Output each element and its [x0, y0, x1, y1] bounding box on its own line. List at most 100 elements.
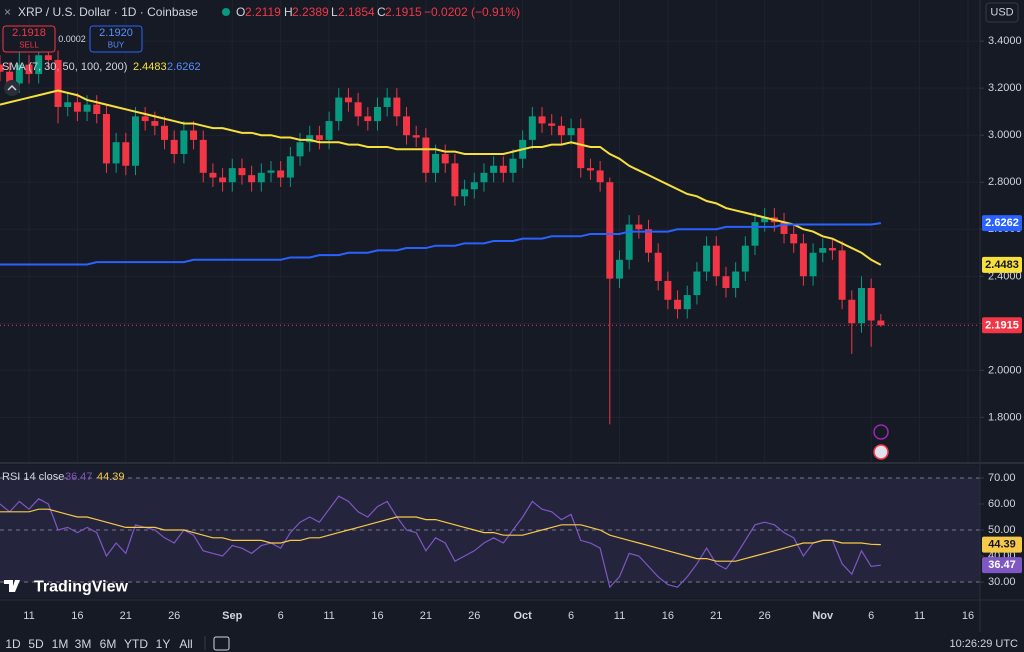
ohlc-label: O — [236, 5, 245, 19]
clock: 10:26:29 UTC — [950, 638, 1019, 650]
candle-body — [364, 116, 372, 122]
rsi-tick-label: 30.00 — [988, 576, 1016, 588]
candle-body — [654, 252, 662, 281]
candle-body — [703, 245, 711, 272]
candle-body — [683, 295, 691, 310]
x-tick-label: 16 — [71, 610, 83, 622]
candle-body — [664, 280, 672, 300]
candle-body — [83, 104, 91, 112]
candle-body — [412, 135, 420, 138]
rsi-tick-label: 70.00 — [988, 472, 1016, 484]
ohlc-value: 2.2389 — [292, 5, 329, 19]
buy-button[interactable] — [89, 25, 143, 53]
candle-body — [325, 121, 333, 140]
flag-icon[interactable] — [873, 444, 889, 460]
candle-body — [151, 121, 159, 126]
ohlc-label: C — [377, 5, 386, 19]
candle-body — [64, 102, 72, 107]
candle-body — [857, 288, 865, 324]
x-tick-label: 11 — [614, 610, 625, 622]
price-tag-label: 36.47 — [988, 559, 1016, 571]
y-tick-label: 3.2000 — [988, 82, 1022, 94]
candle-body — [44, 55, 52, 60]
axis-layer: 11 16 21 26 Sep 6 11 16 21 26 Oct 6 11 16 21 26 Nov 6 11 16… — [23, 35, 1022, 622]
timeframe-button[interactable]: YTD — [124, 637, 148, 651]
candle-body — [432, 154, 440, 173]
price-tag — [982, 317, 1022, 334]
rsi-tick-label: 60.00 — [988, 498, 1016, 510]
candle-body — [645, 229, 653, 253]
price-tag — [982, 215, 1022, 232]
candle-body — [373, 106, 381, 122]
candle-body — [828, 248, 836, 251]
candle-body — [354, 102, 362, 117]
candle-body — [722, 276, 730, 289]
candle-body — [867, 288, 875, 321]
timeframe-button[interactable]: 3M — [75, 637, 92, 651]
collapse-button[interactable] — [4, 80, 20, 96]
candle-body — [693, 271, 701, 296]
candle-body — [586, 168, 594, 171]
x-tick-label: 16 — [662, 610, 674, 622]
candle-body — [102, 114, 110, 164]
sma-value: 2.4483 — [133, 61, 167, 73]
candle-body — [577, 128, 585, 169]
x-tick-label: 21 — [710, 610, 722, 622]
x-tick-label: 16 — [371, 610, 383, 622]
logo: TradingView — [34, 579, 129, 596]
candle-body — [25, 64, 33, 75]
collapse-icon — [7, 84, 17, 91]
candle-body — [0, 64, 4, 72]
candle-body — [615, 259, 623, 279]
candle-body — [674, 299, 682, 310]
candle-body — [809, 252, 817, 277]
rsi-band — [0, 478, 980, 582]
timeframe-button[interactable]: 1Y — [156, 637, 171, 651]
candle-body — [490, 165, 498, 173]
candle-body — [277, 170, 285, 178]
candle-body — [625, 224, 633, 260]
timeframe-button[interactable]: 5D — [28, 637, 44, 651]
timeframe-button[interactable]: 1M — [52, 637, 69, 651]
x-tick-label: 11 — [323, 610, 334, 622]
candle-body — [741, 245, 749, 272]
candle-body — [286, 156, 294, 178]
ohlc-value: 2.1854 — [338, 5, 375, 19]
calendar-icon[interactable] — [213, 636, 230, 651]
price-tag — [982, 557, 1022, 574]
candle-body — [335, 97, 343, 122]
candle-body — [209, 172, 217, 178]
candle-body — [567, 128, 575, 136]
logo-icon — [4, 580, 20, 592]
y-tick-label: 3.4000 — [988, 35, 1022, 47]
close-icon[interactable]: × — [4, 5, 11, 19]
currency-button[interactable] — [985, 2, 1019, 23]
event-icon[interactable] — [873, 424, 889, 440]
candle-body — [480, 172, 488, 183]
sell-button[interactable] — [2, 25, 56, 53]
candle-body — [635, 224, 643, 230]
candle-body — [548, 123, 556, 126]
candle-body — [6, 71, 14, 84]
x-tick-label: 16 — [962, 610, 974, 622]
rsi-pane — [0, 465, 980, 598]
x-tick-label: Sep — [222, 610, 242, 622]
candle-body — [306, 135, 314, 143]
x-tick-label: Oct — [514, 610, 533, 622]
timeframe-button[interactable]: 1D — [5, 637, 21, 651]
timeframe-button[interactable]: 6M — [100, 637, 117, 651]
candle-body — [848, 299, 856, 324]
sma-value: 2.6262 — [167, 61, 201, 73]
candle-body — [35, 55, 43, 75]
candle-body — [267, 170, 275, 173]
x-tick-label: 26 — [168, 610, 180, 622]
rsi-ma-value: 44.39 — [97, 471, 125, 483]
timeframe-button[interactable]: All — [179, 637, 192, 651]
candle-body — [422, 137, 430, 173]
market-status — [222, 8, 230, 16]
candle-body — [596, 170, 604, 183]
candle-body — [383, 97, 391, 107]
candle-body — [441, 154, 449, 164]
sma-legend: SMA (7, 30, 50, 100, 200) — [2, 61, 127, 73]
